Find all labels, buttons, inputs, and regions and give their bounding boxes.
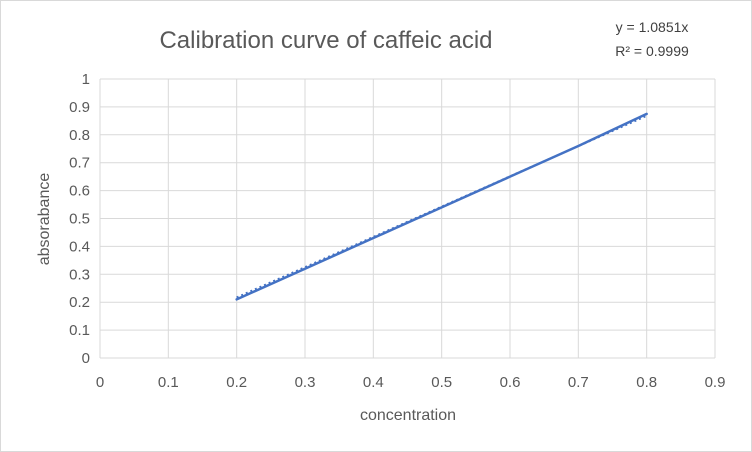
y-tick-labels: 0 0.1 0.2 0.3 0.4 0.5 0.6 0.7 0.8 0.9 1 [69,71,90,367]
x-tick-label: 0.5 [431,374,452,391]
y-tick-label: 1 [82,71,90,88]
x-tick-label: 0.4 [363,374,384,391]
gridlines [99,78,716,359]
y-tick-label: 0.7 [69,155,90,172]
x-tick-labels: 0 0.1 0.2 0.3 0.4 0.5 0.6 0.7 0.8 0.9 [96,374,726,391]
y-tick-label: 0.3 [69,266,90,283]
x-tick-label: 0.1 [158,374,179,391]
x-tick-label: 0.3 [295,374,316,391]
chart-title: Calibration curve of caffeic acid [159,27,492,54]
x-tick-label: 0 [96,374,104,391]
y-tick-label: 0.2 [69,294,90,311]
series-layer [235,112,648,301]
x-tick-label: 0.8 [636,374,657,391]
series-line [235,112,648,301]
y-tick-label: 0.5 [69,211,90,228]
trendline-r-squared: R² = 0.9999 [615,43,689,59]
y-tick-label: 0.8 [69,127,90,144]
trendline-equation: y = 1.0851x [616,19,689,35]
x-tick-label: 0.6 [500,374,521,391]
x-tick-label: 0.7 [568,374,589,391]
x-axis-title: concentration [360,407,456,424]
y-tick-label: 0.1 [69,322,90,339]
y-tick-label: 0.9 [69,99,90,116]
x-tick-label: 0.9 [705,374,726,391]
x-tick-label: 0.2 [226,374,247,391]
y-tick-label: 0 [82,350,90,367]
y-axis-title: absorabance [36,173,53,266]
y-tick-label: 0.6 [69,183,90,200]
y-tick-label: 0.4 [69,238,90,255]
